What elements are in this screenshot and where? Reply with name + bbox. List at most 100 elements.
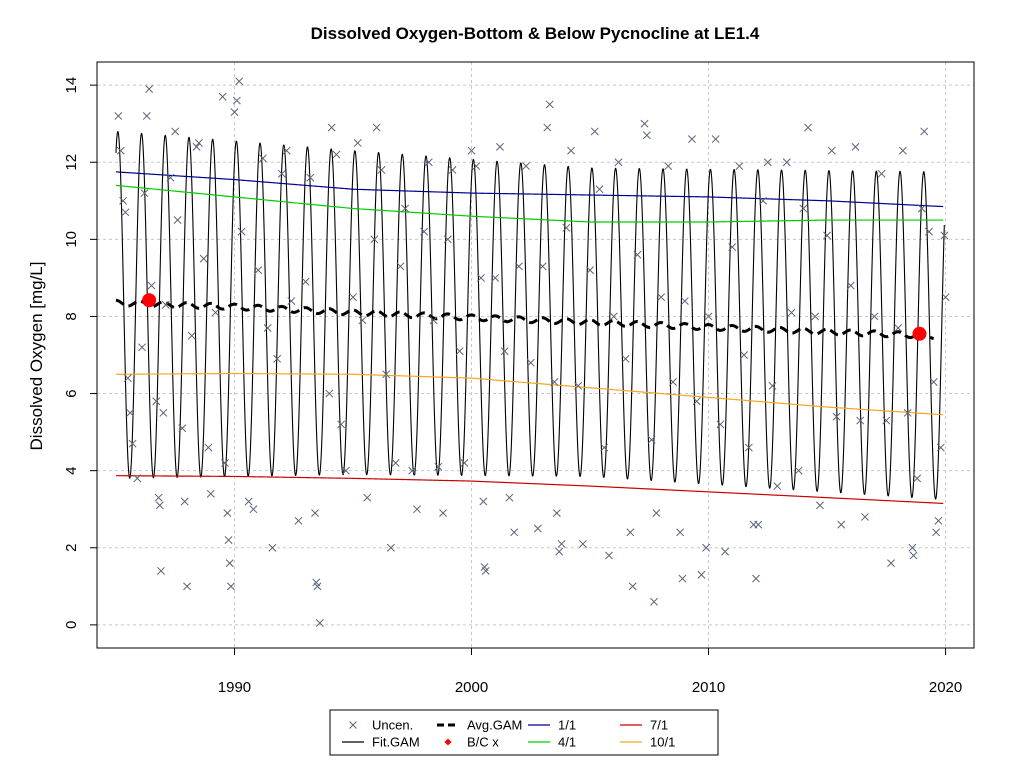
observation-point bbox=[443, 235, 452, 244]
legend-label: Uncen. bbox=[372, 718, 413, 733]
observation-point bbox=[277, 169, 286, 178]
legend-label: B/C x bbox=[467, 735, 499, 750]
axes: 1990 2000 2010 2020 0 2 4 6 8 10 12 14 bbox=[63, 77, 962, 696]
observation-point bbox=[235, 77, 244, 86]
observation-point bbox=[567, 146, 576, 155]
observation-point bbox=[936, 443, 945, 452]
observation-point bbox=[199, 254, 208, 263]
observation-point bbox=[669, 378, 677, 386]
observation-point bbox=[702, 543, 711, 552]
legend-item: 1/1 bbox=[528, 718, 576, 733]
observation-point bbox=[642, 131, 651, 140]
legend-label: Avg.GAM bbox=[467, 718, 522, 733]
observation-point bbox=[782, 158, 791, 167]
observation-point bbox=[171, 127, 180, 136]
observation-point bbox=[313, 582, 322, 591]
observation-point bbox=[711, 135, 720, 144]
observation-point bbox=[166, 173, 175, 182]
observation-point bbox=[377, 165, 386, 174]
observation-point bbox=[861, 512, 869, 521]
legend-label: Fit.GAM bbox=[372, 735, 420, 750]
observation-point bbox=[692, 397, 701, 406]
observation-point bbox=[898, 146, 907, 155]
observation-point bbox=[510, 528, 519, 537]
observation-point bbox=[119, 196, 128, 205]
observation-point bbox=[140, 189, 149, 198]
observation-point bbox=[751, 574, 760, 583]
y-tick-label: 14 bbox=[63, 77, 80, 94]
observation-point bbox=[650, 597, 658, 606]
observation-point bbox=[552, 509, 561, 518]
observation-point bbox=[401, 204, 410, 213]
legend-item: 4/1 bbox=[528, 735, 576, 750]
observation-point bbox=[815, 501, 824, 510]
observation-point bbox=[218, 92, 227, 101]
observation-point bbox=[287, 297, 296, 305]
observation-point bbox=[114, 112, 123, 120]
series-line-7-1 bbox=[115, 475, 944, 505]
observation-point bbox=[116, 146, 125, 155]
observation-point bbox=[448, 165, 457, 174]
legend-label: 4/1 bbox=[558, 735, 576, 750]
observation-point bbox=[180, 497, 189, 506]
observation-point bbox=[640, 119, 649, 128]
x-tick-label: 2020 bbox=[929, 679, 962, 696]
observation-point bbox=[439, 509, 448, 518]
y-axis-label: Dissolved Oxygen [mg/L] bbox=[27, 262, 46, 451]
observation-point bbox=[578, 539, 587, 548]
observation-point bbox=[187, 331, 196, 340]
observation-point bbox=[145, 85, 154, 93]
observation-point bbox=[420, 227, 429, 236]
observation-point bbox=[716, 420, 725, 429]
legend-label: 7/1 bbox=[650, 718, 668, 733]
observation-point bbox=[306, 173, 315, 182]
observation-point bbox=[155, 501, 164, 510]
observation-point bbox=[429, 316, 438, 325]
observation-point bbox=[740, 351, 749, 359]
observation-point bbox=[941, 293, 950, 302]
observation-point bbox=[142, 112, 151, 120]
observation-point bbox=[664, 162, 673, 171]
series-line-avg-gam bbox=[115, 298, 934, 340]
observation-point bbox=[562, 223, 571, 232]
observation-point bbox=[221, 458, 229, 467]
observation-point bbox=[526, 358, 535, 367]
observation-point bbox=[121, 208, 130, 217]
observation-point bbox=[495, 142, 504, 151]
fit-gam-line bbox=[115, 130, 945, 500]
observation-point bbox=[647, 435, 656, 444]
observation-point bbox=[282, 146, 291, 155]
observation-point bbox=[325, 389, 334, 398]
x-tick-label: 1990 bbox=[218, 679, 251, 696]
legend-label: 1/1 bbox=[558, 718, 576, 733]
observation-point bbox=[505, 493, 514, 502]
observation-point bbox=[206, 489, 215, 498]
observation-point bbox=[244, 497, 253, 506]
observation-point bbox=[159, 408, 168, 417]
observation-point bbox=[754, 520, 763, 529]
series-line-1-1 bbox=[115, 171, 944, 208]
observation-point bbox=[917, 204, 926, 213]
observation-point bbox=[424, 158, 433, 167]
y-tick-label: 0 bbox=[63, 621, 80, 629]
observation-point bbox=[794, 466, 803, 475]
bc-point bbox=[912, 326, 927, 341]
observation-point bbox=[697, 570, 706, 579]
observation-point bbox=[382, 370, 391, 379]
observation-point bbox=[157, 566, 165, 575]
legend-symbol bbox=[349, 721, 357, 729]
observation-point bbox=[481, 566, 490, 575]
observation-point bbox=[827, 146, 836, 155]
observation-point bbox=[178, 424, 187, 433]
legend-item: 10/1 bbox=[620, 735, 675, 750]
observation-point bbox=[413, 505, 421, 514]
observation-point bbox=[154, 493, 163, 502]
observation-point bbox=[192, 142, 201, 151]
observation-point bbox=[327, 123, 336, 132]
observation-point bbox=[920, 127, 929, 136]
observation-point bbox=[600, 443, 609, 452]
observation-point bbox=[877, 169, 886, 178]
observation-point bbox=[856, 416, 865, 425]
x-tick-label: 2010 bbox=[692, 679, 725, 696]
observation-point bbox=[728, 243, 737, 252]
